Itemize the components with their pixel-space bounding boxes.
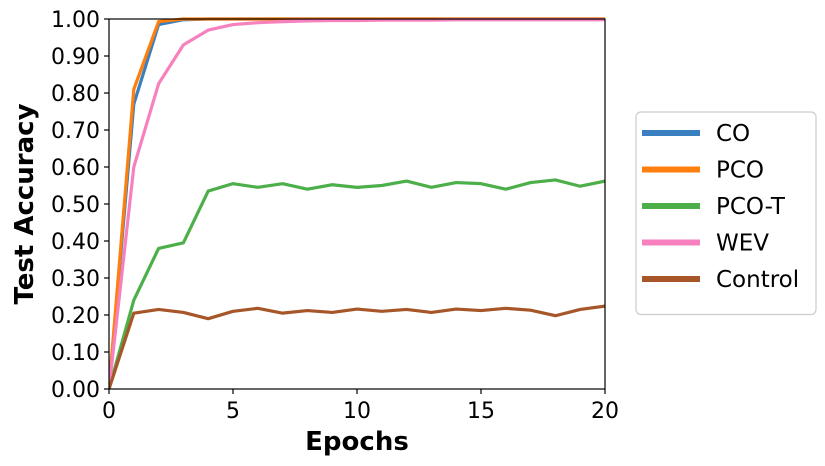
x-axis-title: Epochs (305, 427, 409, 457)
x-tick-label: 5 (226, 399, 240, 424)
y-axis: 0.00 0.10 0.20 0.30 0.40 0.50 0.60 0.70 0.80 0.90… (51, 8, 109, 403)
plot-lines (109, 17, 605, 390)
y-axis-title: Test Accuracy (10, 103, 40, 304)
x-tick-label: 0 (102, 399, 116, 424)
y-tick-label: 0.40 (51, 230, 100, 255)
legend-label-pco-t: PCO-T (716, 194, 786, 220)
y-tick-label: 0.70 (51, 119, 100, 144)
series-line-co (109, 17, 605, 390)
y-tick-label: 0.50 (51, 193, 100, 218)
y-tick-label: 0.80 (51, 82, 100, 107)
x-tick-label: 10 (343, 399, 371, 424)
x-tick-label: 15 (467, 399, 495, 424)
x-axis: 0 5 10 15 20 (102, 389, 619, 424)
legend: CO PCO PCO-T WEV Control (635, 111, 817, 316)
legend-label-co: CO (716, 121, 750, 147)
series-line-control (109, 304, 605, 390)
plot-frame (108, 18, 606, 390)
y-tick-label: 0.20 (51, 304, 100, 329)
y-tick-label: 1.00 (51, 8, 100, 33)
legend-label-pco: PCO (716, 158, 764, 184)
y-tick-label: 0.10 (51, 341, 100, 366)
legend-label-wev: WEV (716, 231, 769, 257)
series-line-pco (109, 17, 605, 390)
y-tick-label: 0.60 (51, 156, 100, 181)
legend-box (635, 111, 817, 316)
y-tick-label: 0.30 (51, 267, 100, 292)
series-line-wev (109, 18, 605, 390)
legend-label-control: Control (716, 267, 799, 293)
series-line-pco-t (109, 178, 605, 390)
y-tick-label: 0.00 (51, 378, 100, 403)
x-tick-label: 20 (591, 399, 619, 424)
y-tick-label: 0.90 (51, 45, 100, 70)
